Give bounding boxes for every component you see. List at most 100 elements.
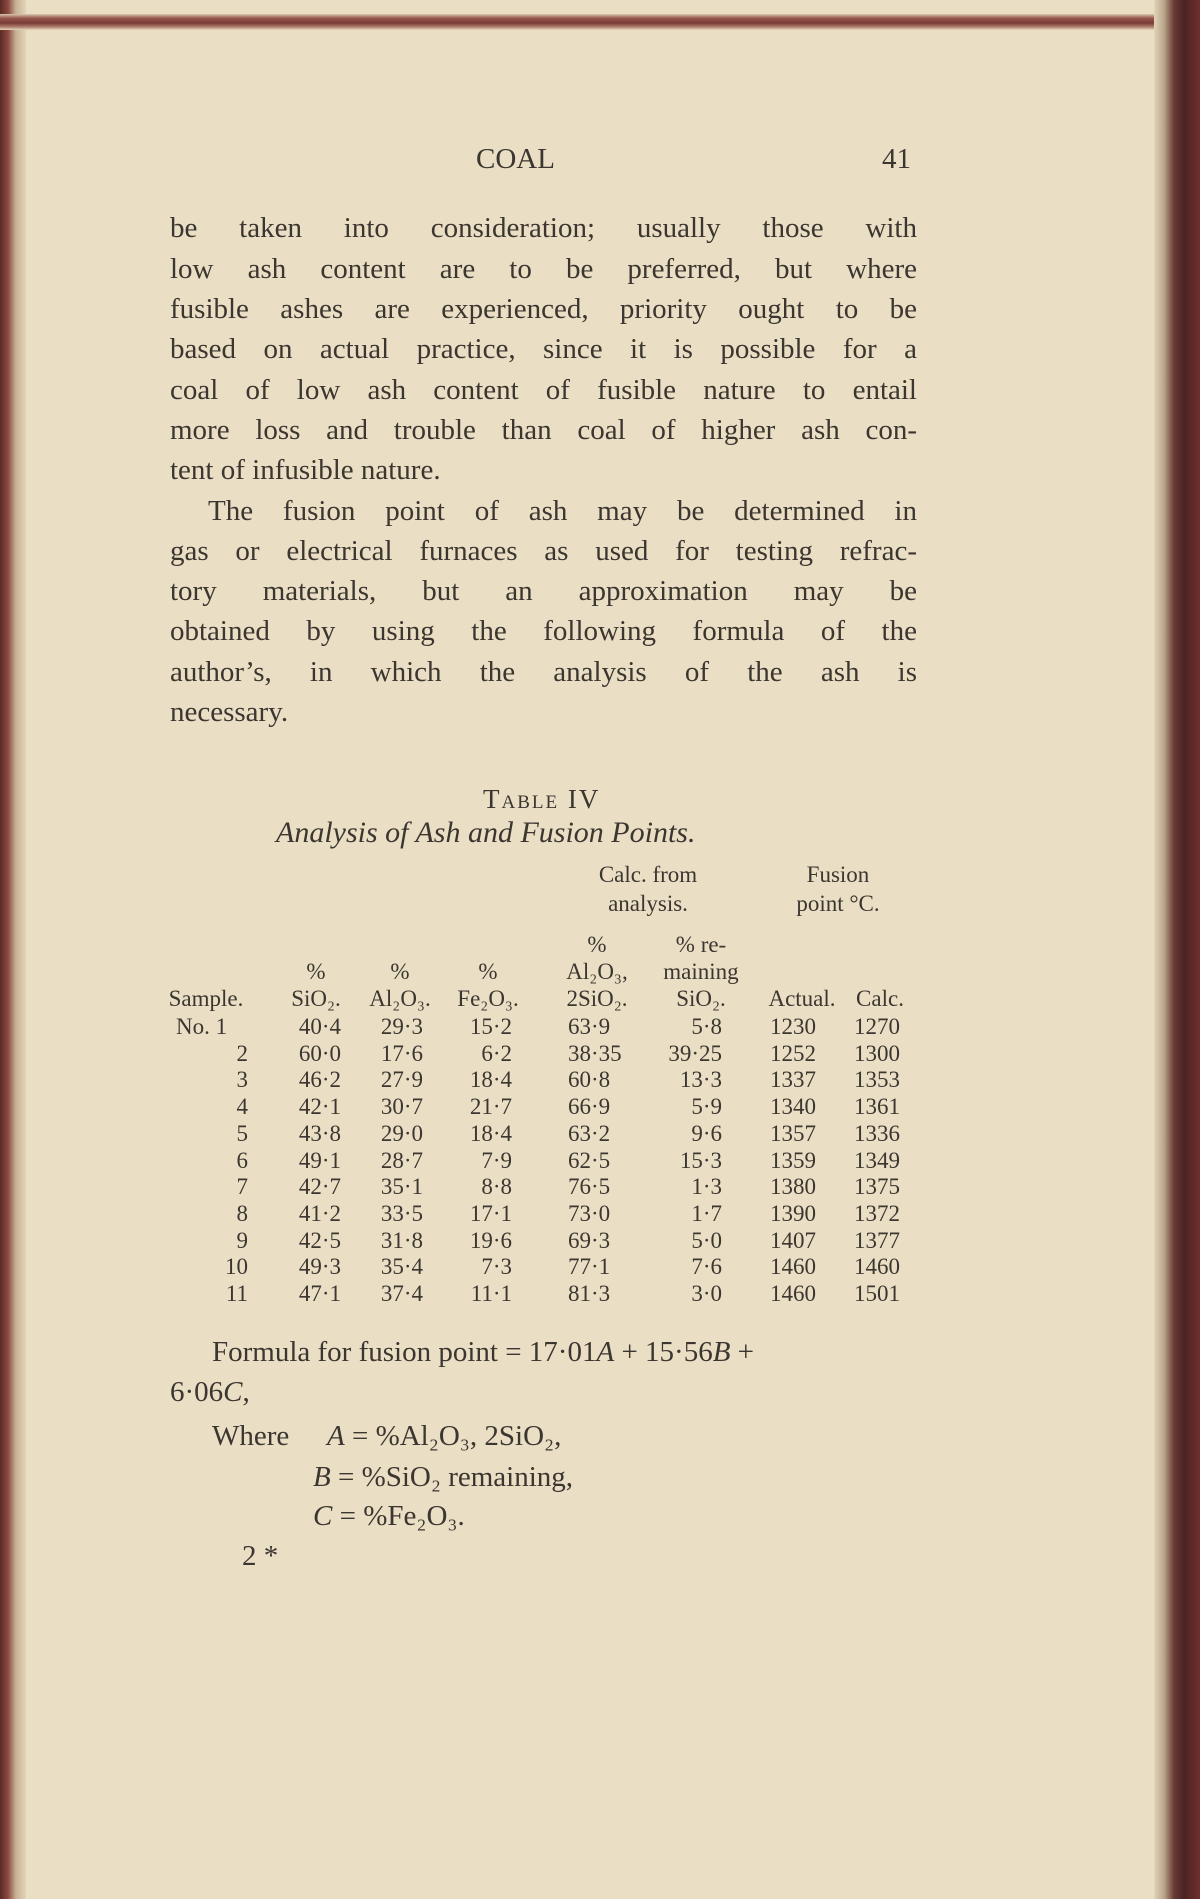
table-cell: 1270 (854, 1014, 900, 1039)
table-cell: 17·1 (469, 1200, 512, 1226)
column-header: % (390, 959, 410, 984)
signature-mark: 2 * (242, 1540, 279, 1572)
sample-number: 3 (236, 1067, 249, 1093)
table-cell: 1349 (854, 1147, 900, 1173)
sample-number: 10 (225, 1254, 248, 1280)
text-line: tent of infusible nature. (170, 454, 441, 486)
table-cell: 19·6 (469, 1227, 512, 1253)
table-cell: 5·9 (691, 1094, 722, 1120)
formula-var: B (712, 1336, 731, 1368)
table-cell: 1336 (854, 1120, 900, 1146)
table-cell: 30·7 (380, 1094, 423, 1120)
table-cell: 73·0 (568, 1200, 611, 1226)
table-cell: 1·7 (691, 1200, 722, 1226)
table-cell: 1372 (854, 1200, 900, 1226)
formula-text: 6·06 (170, 1376, 224, 1408)
text-line: tory materials, but an approximation may… (170, 575, 917, 607)
book-edge-top (0, 14, 1200, 30)
table-cell: 17·6 (380, 1040, 423, 1066)
column-header: 2SiO₂. (566, 986, 628, 1011)
text-line: low ash content are to be preferred, but… (170, 253, 917, 285)
text-line: more loss and trouble than coal of highe… (170, 414, 917, 446)
table-cell: 7·3 (481, 1254, 512, 1280)
sample-number: No. 1 (176, 1014, 228, 1039)
sample-number: 2 (236, 1040, 249, 1066)
group-header-fusion: Fusion (806, 862, 870, 887)
text-line: author’s, in which the analysis of the a… (170, 656, 917, 688)
text-line: based on actual practice, since it is po… (170, 333, 917, 365)
where-label: Where (212, 1420, 290, 1452)
table-cell: 1460 (854, 1254, 900, 1280)
column-header: Fe₂O₃. (457, 986, 519, 1011)
definition-c: C = %Fe₂O₃. (313, 1500, 465, 1533)
table-cell: 46·2 (298, 1067, 341, 1093)
column-header: SiO₂. (676, 986, 726, 1011)
column-header: Al₂O₃. (369, 986, 431, 1011)
table-cell: 1501 (854, 1281, 900, 1306)
formula-text: + (730, 1336, 755, 1368)
table-cell: 9·6 (691, 1120, 722, 1146)
table-cell: 63·9 (568, 1014, 611, 1039)
table-cell: 39·25 (668, 1040, 722, 1066)
column-header: Calc. (856, 986, 904, 1011)
table-cell: 66·9 (568, 1094, 611, 1120)
table-cell: 35·4 (380, 1254, 423, 1280)
running-title: COAL (476, 143, 555, 175)
column-header: SiO₂. (291, 986, 341, 1011)
table-cell: 27·9 (380, 1067, 423, 1093)
column-header: % (306, 959, 326, 984)
text-line: obtained by using the following formula … (170, 615, 917, 647)
table-cell: 38·35 (568, 1040, 622, 1066)
formula-text: Formula for fusion point = 17·01 (212, 1336, 597, 1368)
column-header: maining (663, 959, 739, 984)
table-cell: 28·7 (380, 1147, 423, 1173)
formula-var: B (313, 1461, 331, 1493)
table-cell: 18·4 (469, 1067, 512, 1093)
table-cell: 60·0 (298, 1040, 341, 1066)
table-cell: 1353 (854, 1067, 900, 1093)
sample-number: 5 (236, 1120, 249, 1146)
table-cell: 5·8 (691, 1014, 722, 1039)
table-label: Table IV (483, 784, 601, 814)
text-line: be taken into consideration; usually tho… (170, 212, 917, 244)
formula-var: C (313, 1500, 333, 1532)
table-cell: 8·8 (481, 1174, 512, 1200)
table-cell: 31·8 (380, 1227, 423, 1253)
table-cell: 1377 (854, 1227, 900, 1253)
table-cell: 6·2 (481, 1040, 512, 1066)
formula-line-2: 6·06C, (170, 1376, 250, 1409)
text-line: The fusion point of ash may be determine… (208, 495, 917, 527)
table-cell: 37·4 (380, 1281, 423, 1306)
column-header: % (587, 932, 607, 957)
text-line: necessary. (170, 696, 289, 728)
table-cell: 1252 (770, 1040, 816, 1066)
table-cell: 41·2 (298, 1200, 341, 1226)
table-cell: 1375 (854, 1174, 900, 1200)
column-header: Al₂O₃, (566, 959, 628, 984)
table-cell: 40·4 (298, 1014, 341, 1039)
group-header-calc: analysis. (608, 891, 688, 916)
table-cell: 42·5 (298, 1227, 341, 1253)
sample-number: 9 (236, 1227, 249, 1253)
table-cell: 69·3 (568, 1227, 611, 1253)
table-cell: 13·3 (679, 1067, 722, 1093)
table-cell: 35·1 (380, 1174, 423, 1200)
group-header-fusion: point °C. (796, 891, 880, 916)
group-header-calc: Calc. from (598, 862, 698, 887)
table-cell: 49·3 (298, 1254, 341, 1280)
column-header: % (478, 959, 498, 984)
table-cell: 42·1 (298, 1094, 341, 1120)
table-cell: 1337 (770, 1067, 816, 1093)
table-cell: 47·1 (298, 1281, 341, 1306)
formula-var: A (596, 1336, 615, 1368)
formula-text: = %Fe₂O₃. (332, 1500, 465, 1532)
text-line: fusible ashes are experienced, priority … (170, 293, 917, 325)
table-cell: 1·3 (691, 1174, 722, 1200)
table-cell: 81·3 (568, 1281, 611, 1306)
table-cell: 1300 (854, 1040, 900, 1066)
book-spine-left (0, 0, 26, 1899)
table-cell: 76·5 (568, 1174, 611, 1200)
text-line: coal of low ash content of fusible natur… (170, 374, 917, 406)
table-cell: 29·3 (380, 1014, 423, 1039)
formula-text: = %SiO₂ remaining, (330, 1461, 574, 1493)
